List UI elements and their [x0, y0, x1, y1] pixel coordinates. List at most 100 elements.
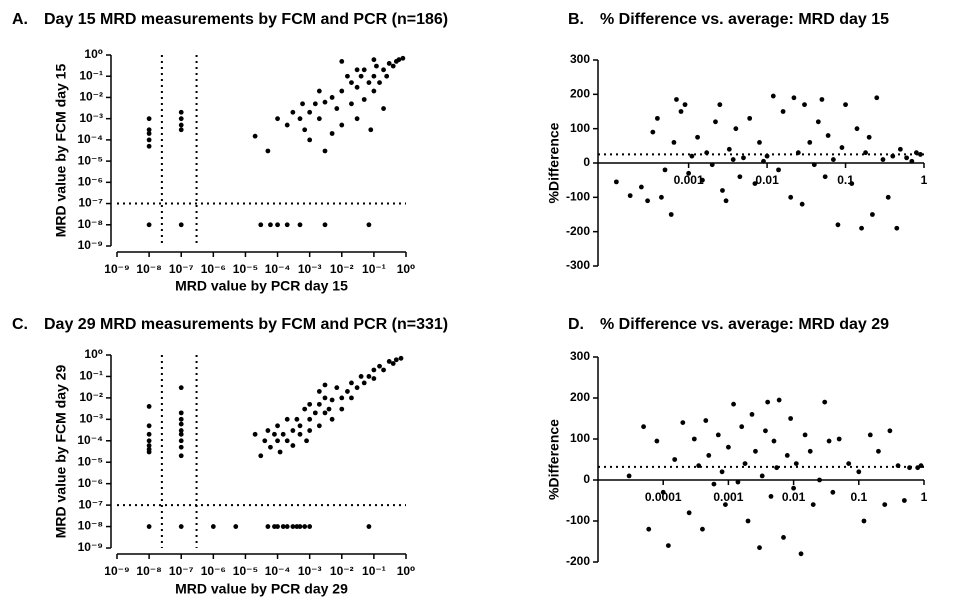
chart-title: % Difference vs. average: MRD day 15	[600, 11, 889, 28]
y-tick-label: 10⁻⁶	[78, 175, 103, 189]
point	[146, 127, 152, 133]
point	[849, 181, 855, 187]
point	[737, 174, 743, 180]
point	[354, 67, 360, 73]
point	[354, 116, 360, 122]
point	[680, 420, 686, 425]
point	[819, 97, 825, 102]
y-tick-label: -100	[566, 513, 590, 527]
point	[802, 102, 807, 108]
x-tick-label: 10⁻⁸	[136, 564, 161, 578]
point	[866, 134, 872, 140]
y-tick-label: -300	[566, 258, 590, 272]
point	[859, 225, 864, 231]
point	[322, 222, 328, 228]
x-tick-label: 10⁻³	[298, 262, 322, 276]
point	[660, 489, 666, 495]
point	[339, 395, 345, 401]
point	[284, 524, 290, 529]
point	[290, 443, 296, 448]
point	[322, 148, 328, 154]
point	[349, 380, 354, 386]
point	[386, 359, 392, 364]
x-tick-label: 10⁻⁹	[104, 262, 129, 276]
point	[807, 140, 813, 145]
x-tick-label: 10⁻⁴	[265, 564, 291, 578]
point	[322, 99, 328, 105]
point	[715, 432, 721, 438]
point	[381, 67, 386, 73]
point	[720, 188, 725, 193]
y-tick-label: 10⁻⁸	[78, 217, 103, 231]
point	[146, 131, 152, 136]
point	[901, 498, 907, 503]
y-tick-label: 10⁻⁴	[77, 433, 103, 447]
point	[302, 406, 308, 412]
point	[329, 131, 335, 136]
point	[876, 448, 881, 454]
point	[765, 399, 771, 405]
point	[691, 436, 697, 442]
point	[843, 102, 848, 108]
point	[665, 543, 671, 548]
point	[659, 194, 664, 200]
point	[307, 401, 313, 407]
point	[826, 438, 832, 444]
point	[723, 198, 729, 204]
point	[307, 109, 313, 115]
point	[791, 485, 796, 491]
point	[654, 438, 660, 444]
x-tick-label: 0.001	[674, 173, 704, 187]
y-tick-label: 10⁻³	[79, 412, 103, 426]
point	[178, 438, 184, 444]
point	[918, 463, 924, 469]
x-tick-label: 10⁻⁸	[136, 262, 161, 276]
x-tick-label: 10⁻⁵	[233, 564, 258, 578]
point	[745, 518, 751, 524]
point	[146, 423, 152, 429]
point	[297, 116, 303, 122]
point	[780, 109, 786, 114]
point	[297, 423, 303, 429]
point	[381, 367, 386, 373]
point	[907, 465, 912, 471]
point	[641, 424, 646, 430]
point	[671, 140, 677, 145]
point	[307, 416, 313, 422]
point	[252, 133, 258, 139]
point	[275, 222, 280, 228]
point	[885, 194, 891, 200]
point	[366, 222, 372, 228]
point	[788, 416, 794, 421]
point	[316, 116, 322, 122]
x-tick-label: 10⁰	[397, 262, 416, 276]
point	[390, 63, 396, 69]
point	[304, 438, 309, 444]
point	[146, 431, 152, 437]
point	[361, 67, 367, 73]
point	[178, 444, 184, 450]
point	[275, 524, 280, 529]
point	[668, 212, 674, 217]
y-tick-label: 10⁻⁹	[78, 540, 103, 554]
x-tick-label: 10⁻³	[298, 564, 322, 578]
chart-title: Day 29 MRD measurements by FCM and PCR (…	[44, 316, 448, 333]
point	[178, 127, 184, 133]
point	[781, 535, 786, 540]
point	[280, 524, 286, 529]
point	[700, 526, 705, 532]
point	[874, 95, 880, 101]
y-tick-label: 10⁻⁵	[78, 454, 103, 468]
point	[233, 524, 239, 529]
point	[178, 524, 184, 529]
point	[272, 431, 277, 437]
x-tick-label: 0.01	[782, 490, 806, 504]
x-tick-label: 0.001	[713, 490, 743, 504]
point	[178, 453, 184, 459]
point	[776, 167, 781, 173]
point	[613, 179, 619, 185]
point	[178, 416, 184, 422]
point	[262, 438, 268, 444]
y-tick-label: 10⁰	[84, 347, 103, 361]
x-tick-label: 1	[921, 173, 928, 187]
